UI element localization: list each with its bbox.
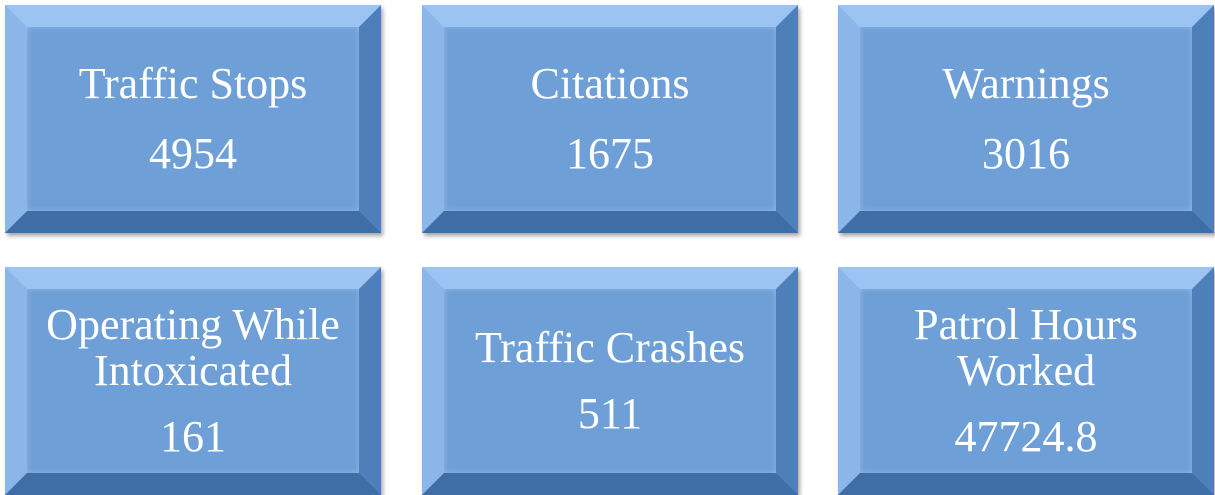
tile-label: Citations [530, 59, 690, 108]
stat-tile: Citations 1675 [422, 5, 798, 233]
tile-value: 3016 [982, 129, 1070, 178]
tile-value: 4954 [149, 129, 237, 178]
tile-value: 47724.8 [954, 412, 1098, 461]
tile-value: 511 [577, 389, 643, 438]
tile-label: Patrol Hours Worked [914, 300, 1138, 395]
stat-tile: Operating While Intoxicated 161 [5, 267, 381, 495]
stat-tile: Traffic Crashes 511 [422, 267, 798, 495]
stat-tile: Traffic Stops 4954 [5, 5, 381, 233]
stat-tile: Patrol Hours Worked 47724.8 [838, 267, 1214, 495]
tile-value: 161 [160, 412, 226, 461]
tile-label: Operating While Intoxicated [46, 300, 340, 395]
tile-label: Warnings [942, 59, 1110, 108]
tile-label: Traffic Stops [78, 59, 308, 108]
stat-tile: Warnings 3016 [838, 5, 1214, 233]
tile-label: Traffic Crashes [474, 323, 746, 372]
tile-value: 1675 [566, 129, 654, 178]
